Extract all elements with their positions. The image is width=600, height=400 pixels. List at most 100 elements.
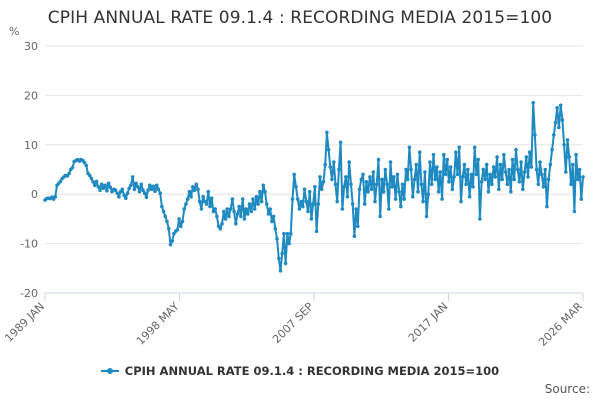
- data-point: [160, 204, 164, 209]
- x-tick-label: 1989 JAN: [2, 300, 47, 345]
- data-point: [297, 207, 302, 211]
- data-point: [552, 133, 556, 137]
- data-point: [137, 189, 142, 194]
- data-point: [139, 182, 144, 187]
- data-point: [383, 167, 388, 172]
- data-point: [196, 187, 200, 192]
- data-point: [125, 191, 130, 195]
- data-point: [555, 106, 559, 110]
- data-point: [70, 165, 75, 170]
- data-point: [115, 191, 119, 195]
- data-point: [364, 180, 369, 184]
- data-point: [373, 199, 377, 204]
- data-point: [273, 227, 278, 231]
- data-point: [460, 175, 465, 179]
- data-point: [431, 152, 436, 157]
- data-point: [194, 182, 199, 187]
- data-point: [187, 189, 192, 194]
- data-point: [344, 175, 348, 179]
- data-point: [462, 162, 467, 167]
- x-tick-label: 2007 SEP: [270, 300, 316, 346]
- data-point: [168, 242, 173, 247]
- data-point: [424, 214, 429, 219]
- data-point: [405, 177, 410, 182]
- data-point: [294, 185, 298, 189]
- data-point: [113, 188, 118, 192]
- data-point: [67, 171, 71, 176]
- y-tick-label: 0: [31, 188, 38, 201]
- data-point: [409, 167, 413, 172]
- data-point: [356, 224, 360, 229]
- data-point: [96, 185, 101, 189]
- data-point: [505, 182, 510, 187]
- data-point: [101, 186, 106, 191]
- data-point: [392, 175, 396, 179]
- data-point: [256, 202, 260, 206]
- data-point: [338, 140, 343, 145]
- data-point: [289, 231, 293, 236]
- data-point: [321, 180, 326, 184]
- data-point: [261, 183, 266, 188]
- data-point: [411, 194, 415, 199]
- data-point: [263, 189, 267, 194]
- data-point: [170, 239, 174, 243]
- data-point: [254, 194, 259, 199]
- data-point: [215, 214, 219, 219]
- data-point: [522, 170, 527, 174]
- data-point: [227, 214, 231, 219]
- data-point: [428, 160, 432, 164]
- data-point: [380, 177, 384, 182]
- data-point: [416, 189, 420, 194]
- y-axis-label: %: [9, 25, 19, 38]
- data-point: [400, 182, 405, 187]
- data-point: [306, 209, 310, 214]
- data-point: [316, 202, 321, 206]
- data-point: [146, 188, 150, 192]
- data-point: [235, 212, 240, 216]
- source-label: Source:: [544, 382, 590, 396]
- data-point: [304, 199, 309, 204]
- data-point: [443, 172, 448, 177]
- data-point: [488, 172, 493, 177]
- data-point: [570, 162, 575, 167]
- data-point: [335, 199, 340, 204]
- data-point: [572, 209, 577, 214]
- data-point: [345, 194, 350, 199]
- data-point: [244, 207, 248, 211]
- data-point: [519, 160, 523, 164]
- data-point: [299, 199, 303, 204]
- data-point: [165, 219, 169, 224]
- data-point: [577, 167, 582, 172]
- data-point: [122, 193, 126, 197]
- data-point: [455, 172, 460, 177]
- data-point: [374, 182, 379, 187]
- legend-item[interactable]: CPIH ANNUAL RATE 09.1.4 : RECORDING MEDI…: [100, 364, 499, 378]
- data-point: [546, 177, 551, 182]
- data-point: [362, 202, 367, 206]
- data-point: [354, 207, 358, 211]
- data-point: [82, 160, 87, 165]
- data-point: [448, 165, 453, 169]
- legend-swatch-icon: [100, 366, 119, 376]
- data-point: [93, 183, 97, 188]
- data-point: [340, 207, 345, 211]
- data-point: [472, 145, 477, 150]
- data-point: [197, 199, 202, 204]
- data-point: [251, 197, 255, 201]
- data-point: [132, 187, 137, 192]
- data-point: [478, 217, 482, 221]
- data-point: [467, 194, 472, 199]
- data-point: [493, 175, 498, 179]
- data-point: [209, 196, 214, 200]
- data-point: [158, 191, 162, 195]
- data-point: [232, 209, 236, 214]
- data-point: [527, 150, 532, 154]
- data-point: [268, 207, 273, 211]
- data-point: [106, 181, 111, 186]
- data-point: [421, 199, 425, 204]
- data-point: [369, 187, 374, 192]
- data-point: [290, 197, 295, 201]
- data-point: [538, 160, 542, 164]
- y-tick-label: 20: [24, 89, 38, 102]
- data-point: [218, 227, 223, 231]
